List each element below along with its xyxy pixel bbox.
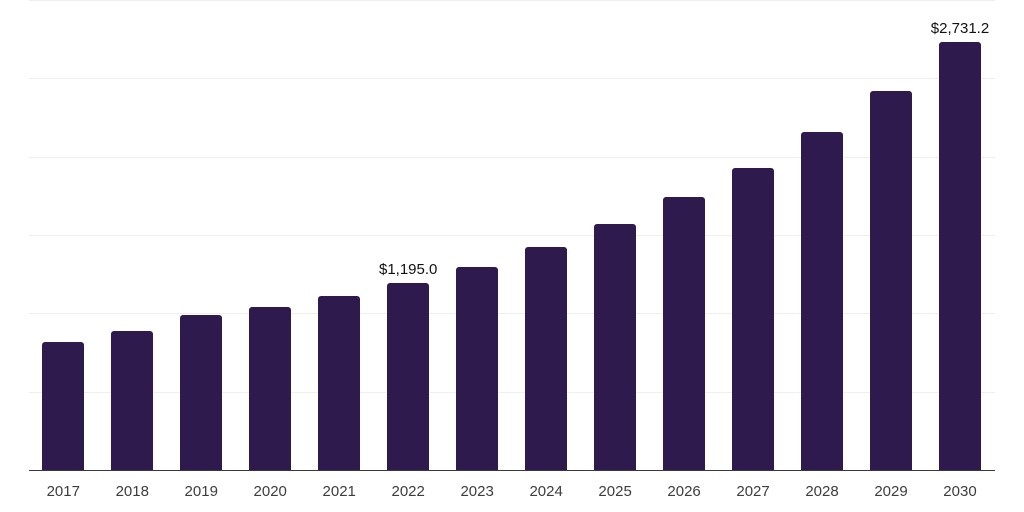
x-axis-line [29, 470, 995, 471]
x-tick-2021: 2021 [322, 483, 356, 500]
bar-2022 [387, 282, 430, 470]
bar-2026 [663, 197, 706, 470]
bar-2027 [732, 167, 775, 470]
gridline-2500 [29, 78, 995, 80]
x-tick-2030: 2030 [943, 483, 977, 500]
bar-2029 [870, 90, 913, 470]
x-tick-2017: 2017 [46, 483, 80, 500]
x-tick-2025: 2025 [598, 483, 632, 500]
x-tick-2019: 2019 [184, 483, 218, 500]
x-tick-2026: 2026 [667, 483, 701, 500]
bar-2020 [249, 307, 292, 470]
x-tick-2024: 2024 [529, 483, 563, 500]
gridline-2000 [29, 156, 995, 158]
x-tick-2023: 2023 [460, 483, 494, 500]
gridline-500 [29, 391, 995, 393]
gridline-1500 [29, 235, 995, 236]
bar-2019 [180, 315, 223, 470]
bar-2028 [801, 131, 844, 470]
bar-2018 [111, 331, 154, 470]
gridline-1000 [29, 313, 995, 315]
x-tick-2027: 2027 [736, 483, 770, 500]
x-tick-2028: 2028 [805, 483, 839, 500]
x-tick-2018: 2018 [115, 483, 149, 500]
data-label-2022: $1,195.0 [378, 260, 438, 278]
bar-2024 [525, 247, 568, 470]
bar-2030 [939, 42, 981, 470]
gridline-3000 [29, 0, 995, 1]
bar-2021 [318, 295, 361, 470]
bar-2023 [456, 267, 499, 470]
x-tick-2020: 2020 [253, 483, 287, 500]
bar-2017 [42, 342, 85, 470]
x-tick-2029: 2029 [874, 483, 908, 500]
bar-2025 [594, 224, 637, 470]
data-label-2030: $2,731.2 [930, 20, 990, 38]
x-tick-2022: 2022 [391, 483, 425, 500]
